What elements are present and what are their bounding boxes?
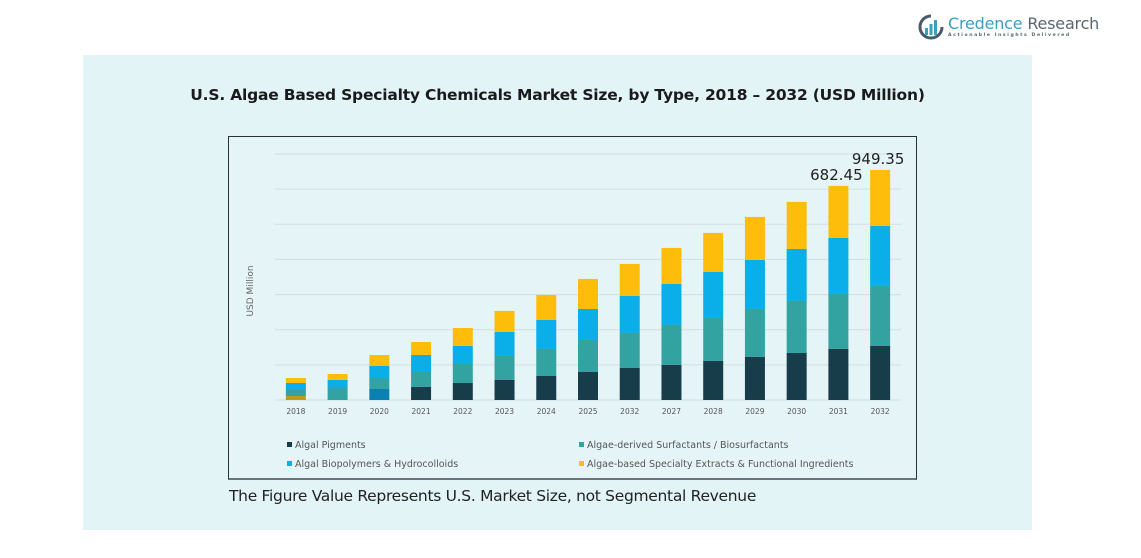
bar-segment-biopolymers	[369, 365, 390, 378]
chart-frame: USD Million 2018 2019 2020 2021 2022 2023 2024 2…	[228, 136, 917, 480]
x-tick-label: 2022	[453, 407, 472, 416]
x-tick-label: 2032	[871, 407, 890, 416]
legend-swatch	[579, 461, 584, 466]
bar-segment-biopolymers	[578, 308, 598, 340]
bar-segment-biopolymers	[661, 283, 682, 325]
x-tick-label: 2023	[495, 407, 514, 416]
bar-segment-extracts	[786, 201, 807, 249]
legend-label: Algal Pigments	[295, 440, 366, 451]
bar-segment-algal-pigments	[536, 375, 557, 400]
legend-label: Algae-derived Surfactants / Biosurfactan…	[587, 440, 789, 451]
bar-segment-algal-pigments	[411, 386, 432, 400]
bar-segment-surfactants	[327, 386, 348, 400]
bar-segment-biopolymers	[411, 354, 432, 372]
bar-segment-biopolymers	[327, 379, 348, 387]
bar-segment-extracts	[327, 373, 348, 380]
x-tick-label: 2025	[578, 407, 597, 416]
bar-segment-biopolymers	[285, 382, 306, 389]
bar-segment-surfactants	[536, 348, 557, 376]
bar-segment-extracts	[661, 247, 682, 284]
bar-segment-extracts	[536, 294, 557, 320]
bar-segment-extracts	[619, 263, 640, 296]
bar-segment-surfactants	[494, 355, 515, 380]
brand-name: Credence Research	[948, 13, 1100, 33]
bar-segment-extracts	[828, 185, 849, 238]
x-tick-label: 2019	[328, 407, 347, 416]
bar-segment-surfactants	[411, 371, 432, 387]
bar-segment-algal-pigments	[578, 371, 598, 400]
bar-segment-algal-pigments	[744, 356, 765, 400]
bar-segment-extracts	[578, 278, 598, 309]
x-tick-label: 2030	[787, 407, 806, 416]
bar-segment-biopolymers	[494, 331, 515, 356]
bar-segment-algal-pigments	[870, 345, 891, 400]
bar-segment-algal-pigments	[369, 388, 390, 400]
bar-segment-algal-pigments	[619, 367, 640, 400]
bar-segment-biopolymers	[870, 225, 891, 286]
bar-segment-biopolymers	[744, 259, 765, 309]
brand-name-first: Credence	[948, 13, 1023, 33]
legend-swatch	[287, 461, 292, 466]
brand-tagline: Actionable Insights Delivered	[948, 32, 1071, 38]
value-label: 949.35	[852, 150, 905, 168]
footnote: The Figure Value Represents U.S. Market …	[229, 487, 757, 505]
bar-segment-surfactants	[703, 317, 724, 361]
bar-segment-surfactants	[744, 308, 765, 357]
bar-segment-surfactants	[578, 339, 598, 372]
legend-label: Algae-based Specialty Extracts & Functio…	[587, 459, 854, 470]
x-tick-label: 2027	[662, 407, 681, 416]
legend-label: Algal Biopolymers & Hydrocolloids	[295, 459, 458, 470]
bar-segment-extracts	[452, 327, 473, 346]
bar-segment-extracts	[870, 169, 891, 226]
value-label: 682.45	[810, 166, 863, 184]
bar-chart-logo-icon	[918, 14, 944, 40]
legend-swatch	[287, 442, 292, 447]
x-tick-label: 2021	[412, 407, 431, 416]
bar-segment-algal-pigments	[494, 379, 515, 400]
brand-name-second: Research	[1022, 13, 1100, 33]
x-tick-label: 2024	[537, 407, 556, 416]
chart-title: U.S. Algae Based Specialty Chemicals Mar…	[190, 86, 925, 104]
bar-segment-biopolymers	[703, 271, 724, 318]
bar-segment-extracts	[369, 354, 390, 366]
bar-segment-surfactants	[828, 293, 849, 349]
bar-segment-surfactants	[661, 324, 682, 365]
x-tick-label: 2029	[745, 407, 764, 416]
x-tick-label: 2018	[286, 407, 305, 416]
bar-segment-surfactants	[786, 300, 807, 353]
x-tick-label: 2031	[829, 407, 848, 416]
x-tick-label: 2020	[370, 407, 389, 416]
bar-segment-surfactants	[619, 332, 640, 368]
legend-swatch	[579, 442, 584, 447]
bar-segment-surfactants	[285, 388, 306, 397]
y-axis-label: USD Million	[246, 265, 256, 316]
bar-segment-surfactants	[452, 363, 473, 383]
bar-segment-extracts	[285, 377, 306, 383]
bar-segment-biopolymers	[828, 237, 849, 294]
bar-segment-algal-pigments	[786, 352, 807, 400]
bar-segment-surfactants	[369, 377, 390, 389]
bar-segment-algal-pigments	[828, 348, 849, 400]
bar-segment-algal-pigments	[452, 382, 473, 400]
bar-segment-extracts	[703, 232, 724, 272]
brand-logo: Credence Research Actionable Insights De…	[918, 12, 1099, 42]
bar-segment-extracts	[494, 310, 515, 332]
bar-segment-biopolymers	[536, 319, 557, 349]
bar-segment-extracts	[411, 341, 432, 355]
bar-segment-biopolymers	[619, 295, 640, 333]
bar-segment-algal-pigments	[661, 364, 682, 400]
x-tick-label: 2028	[704, 407, 723, 416]
bar-segment-biopolymers	[452, 345, 473, 364]
bar-segment-biopolymers	[786, 248, 807, 301]
bar-segment-extracts	[744, 216, 765, 260]
x-tick-label: 2032	[620, 407, 639, 416]
stacked-bar-chart: USD Million 2018 2019 2020 2021 2022 2023 2024 2…	[246, 150, 905, 470]
bar-segment-surfactants	[870, 285, 891, 346]
bar-segment-algal-pigments	[285, 396, 306, 400]
bar-segment-algal-pigments	[703, 360, 724, 400]
